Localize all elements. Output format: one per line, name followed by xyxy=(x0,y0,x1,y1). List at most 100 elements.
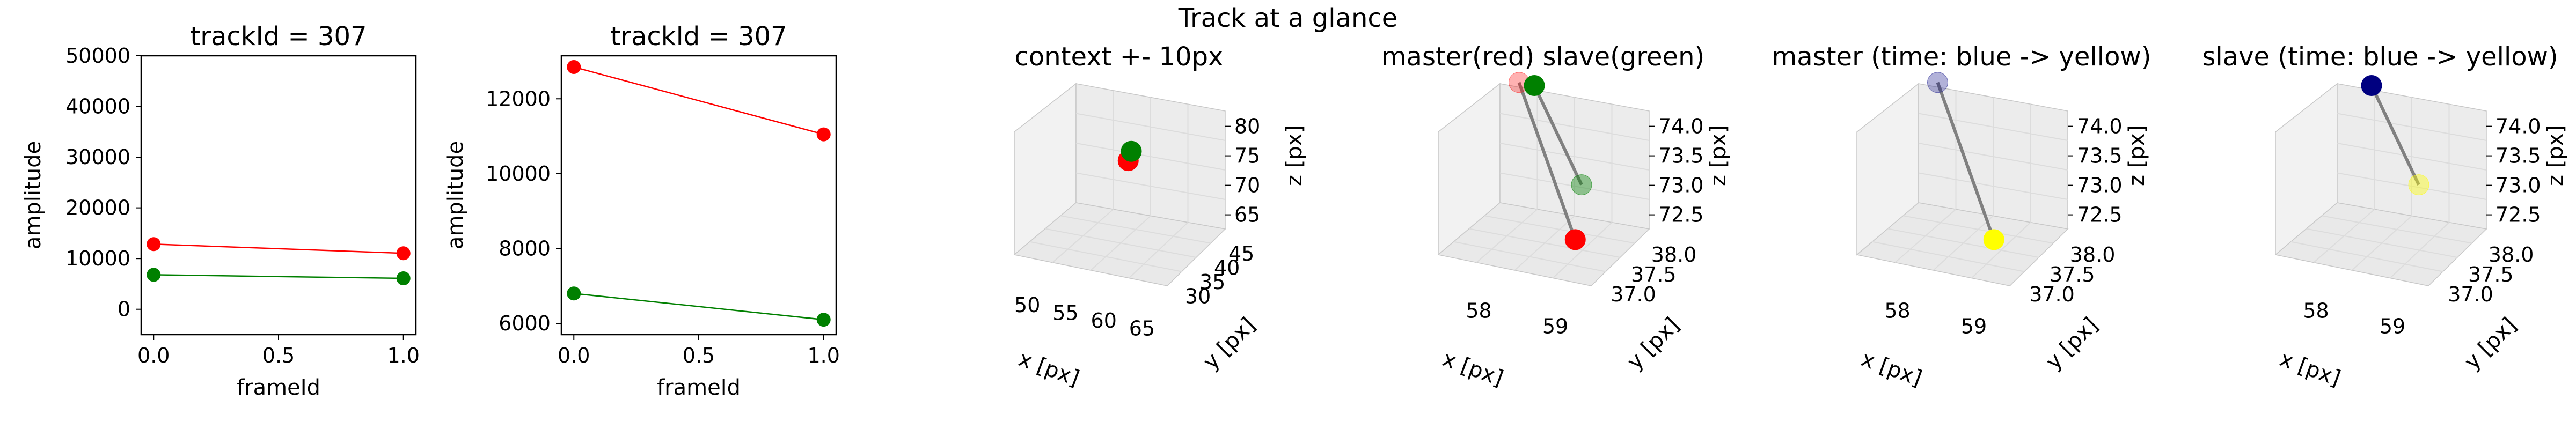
data-point xyxy=(816,127,831,142)
y-tick-label: 35 xyxy=(1199,270,1225,294)
y-axis-label: amplitude xyxy=(443,141,468,249)
grid-line xyxy=(1075,172,1226,200)
z-tick-label: 72.5 xyxy=(1658,203,1704,227)
x-axis-label: x [px] xyxy=(1015,346,1082,391)
y-tick-label: 38.0 xyxy=(2070,243,2116,267)
z-tick-label: 80 xyxy=(1234,115,1260,138)
x-axis-label: frameId xyxy=(237,375,320,400)
x-axis-label: x [px] xyxy=(2277,346,2344,391)
grid-line xyxy=(1129,222,1189,279)
y-tick-label: 37.0 xyxy=(2029,283,2075,306)
grid-line xyxy=(1918,143,2068,171)
series-line-1 xyxy=(573,66,824,135)
y-tick-label: 30 xyxy=(1185,284,1211,308)
grid-line xyxy=(1887,228,2039,258)
x-axis-label: frameId xyxy=(657,375,741,400)
x-tick-label: 60 xyxy=(1091,309,1117,332)
grid-line xyxy=(1918,172,2068,200)
data-point xyxy=(567,286,581,301)
y-axis-label: y [px] xyxy=(2041,313,2103,374)
y-tick-label: 37.5 xyxy=(2050,263,2095,286)
z-tick-label: 73.0 xyxy=(2496,174,2541,197)
chart-title: trackId = 307 xyxy=(190,21,367,51)
grid-line xyxy=(1484,215,1635,244)
x-axis-label: x [px] xyxy=(1439,346,1506,391)
data-point-3d xyxy=(1121,140,1142,162)
data-point xyxy=(147,268,161,282)
series-line-1 xyxy=(153,243,404,254)
series-line-2 xyxy=(153,274,404,279)
plot-frame xyxy=(140,55,417,336)
x-tick-label: 59 xyxy=(1961,314,1987,338)
y-tick-label: 40 xyxy=(1214,256,1240,279)
line-chart-1: trackId = 307 0.0 0.5 1.0 0 10000 20000 30000 40… xyxy=(21,21,420,400)
data-point xyxy=(396,246,411,261)
y-tick-label: 20000 xyxy=(65,196,130,220)
panels: trackId = 307 0.0 0.5 1.0 0 10000 20000 30000 40… xyxy=(21,21,2568,400)
z-tick-label: 73.5 xyxy=(2077,144,2123,168)
data-point-3d xyxy=(1571,174,1592,196)
z-axis-label: z [px] xyxy=(2125,125,2149,186)
y-tick-label: 38.0 xyxy=(1651,243,1697,267)
y-tick-label: 0 xyxy=(118,298,130,321)
x-tick-label: 65 xyxy=(1129,316,1155,340)
z-tick-label: 73.0 xyxy=(1658,174,1704,197)
y-tick-label: 50000 xyxy=(65,44,130,68)
y-tick-label: 37.5 xyxy=(1631,263,1677,286)
scatter3d-chart-3: master (time: blue -> yellow) 72.5 73.0 73.… xyxy=(1772,42,2151,391)
y-tick-label: 37.5 xyxy=(2468,263,2514,286)
x-tick-label: 50 xyxy=(1014,293,1040,317)
chart-title: context +- 10px xyxy=(1015,42,1224,72)
x-tick-label: 58 xyxy=(1466,299,1491,322)
scatter3d-chart-4: slave (time: blue -> yellow) 72.5 73.0 73.5… xyxy=(2202,42,2568,391)
data-point-3d xyxy=(1927,72,1948,93)
y-axis-label: amplitude xyxy=(21,141,46,249)
y-tick-label: 38.0 xyxy=(2489,243,2534,267)
y-tick-label: 10000 xyxy=(486,162,551,186)
grid-line xyxy=(2390,222,2450,279)
grid-line xyxy=(1499,172,1650,200)
data-point-3d xyxy=(1564,229,1586,250)
grid-line xyxy=(1045,228,1197,258)
z-tick-label: 70 xyxy=(1234,174,1260,197)
y-tick-label: 45 xyxy=(1228,242,1254,265)
x-tick-label: 1.0 xyxy=(387,344,420,367)
z-tick-label: 72.5 xyxy=(2077,203,2123,227)
z-axis-label: z [px] xyxy=(1282,125,1307,186)
z-tick-label: 73.5 xyxy=(2496,144,2541,168)
data-point xyxy=(567,60,581,74)
grid-line xyxy=(1971,222,2031,279)
grid-line xyxy=(1903,215,2054,244)
track-link xyxy=(2370,85,2420,186)
x-tick-label: 58 xyxy=(1884,299,1910,322)
x-tick-label: 55 xyxy=(1052,301,1078,324)
grid-line xyxy=(2322,215,2472,244)
grid-line xyxy=(1553,222,1613,279)
data-point-3d xyxy=(2361,75,2382,97)
x-tick-label: 58 xyxy=(2303,299,2329,322)
grid-line xyxy=(2337,143,2487,171)
z-tick-label: 73.5 xyxy=(1658,144,1704,168)
z-tick-label: 74.0 xyxy=(2077,115,2123,138)
track-link xyxy=(1533,85,1583,186)
plot-frame xyxy=(560,55,837,336)
x-tick-label: 0.5 xyxy=(262,344,295,367)
y-tick-label: 40000 xyxy=(65,95,130,119)
y-axis-label: y [px] xyxy=(1198,313,1260,374)
z-tick-label: 72.5 xyxy=(2496,203,2541,227)
data-point-3d xyxy=(1983,229,2004,250)
x-tick-label: 0.0 xyxy=(558,344,590,367)
y-axis-label: y [px] xyxy=(1622,313,1684,374)
grid-line xyxy=(1499,143,1650,171)
z-tick-label: 75 xyxy=(1234,144,1260,168)
chart-title: master (time: blue -> yellow) xyxy=(1772,42,2151,72)
y-tick-label: 30000 xyxy=(65,145,130,169)
z-axis-label: z [px] xyxy=(2543,125,2568,186)
x-tick-label: 0.0 xyxy=(137,344,170,367)
track-link xyxy=(1517,82,1577,240)
x-tick-label: 0.5 xyxy=(683,344,715,367)
figure-suptitle: Track at a glance xyxy=(1178,3,1398,33)
grid-line xyxy=(2337,172,2487,200)
